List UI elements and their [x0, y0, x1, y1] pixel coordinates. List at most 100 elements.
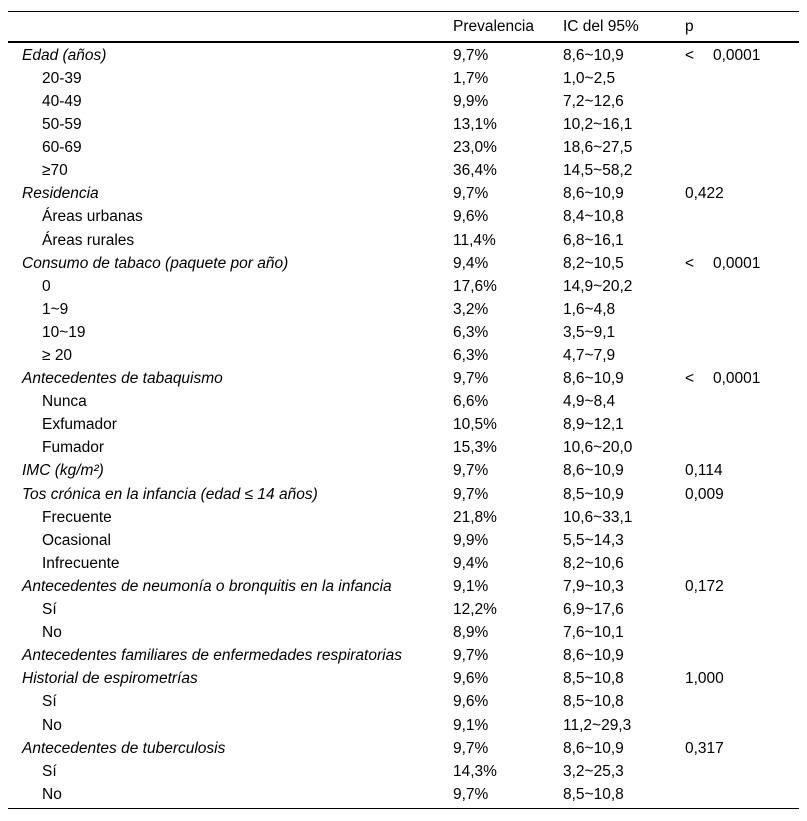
row-label: Sí: [42, 601, 57, 619]
row-label: Sí: [42, 693, 57, 711]
row-ic-value: 10,2~16,1: [563, 116, 633, 134]
row-p-value: 0,422: [685, 185, 724, 203]
p-number: 0,0001: [713, 370, 761, 388]
table-row: 1~9 3,2% 1,6~4,8: [8, 298, 799, 321]
table-row: Antecedentes de neumonía o bronquitis en…: [8, 575, 799, 598]
row-label: Infrecuente: [42, 554, 120, 572]
table-row: Antecedentes de tuberculosis 9,7% 8,6~10,9…: [8, 737, 799, 760]
row-label: No: [42, 624, 62, 642]
row-label: Residencia: [22, 185, 99, 203]
row-label: 0: [42, 277, 51, 295]
table-row: Edad (años) 9,7% 8,6~10,9 <0,0001: [8, 44, 799, 67]
table-row: Antecedentes familiares de enfermedades …: [8, 644, 799, 667]
row-ic-value: 4,9~8,4: [563, 393, 616, 411]
table-row: Ocasional 9,9% 5,5~14,3: [8, 529, 799, 552]
row-ic-value: 5,5~14,3: [563, 531, 624, 549]
row-prevalencia-value: 9,1%: [453, 716, 489, 734]
table-row: Tos crónica en la infancia (edad ≤ 14 añ…: [8, 483, 799, 506]
row-ic-value: 18,6~27,5: [563, 139, 633, 157]
row-p-value: 0,172: [685, 577, 724, 595]
row-prevalencia-value: 9,1%: [453, 577, 489, 595]
row-prevalencia-value: 9,6%: [453, 208, 489, 226]
p-number: 0,0001: [713, 46, 761, 64]
row-label: Áreas urbanas: [42, 208, 143, 226]
row-ic-value: 8,5~10,8: [563, 670, 624, 688]
row-p-value: 0,317: [685, 739, 724, 757]
row-prevalencia-value: 9,9%: [453, 531, 489, 549]
row-ic-value: 6,9~17,6: [563, 601, 624, 619]
table-row: Consumo de tabaco (paquete por año) 9,4% 8…: [8, 252, 799, 275]
row-label: Antecedentes de tabaquismo: [22, 370, 223, 388]
row-ic-value: 8,2~10,5: [563, 254, 624, 272]
row-label: ≥70: [42, 162, 68, 180]
table-row: 0 17,6% 14,9~20,2: [8, 275, 799, 298]
row-ic-value: 10,6~20,0: [563, 439, 633, 457]
table-row: Áreas urbanas 9,6% 8,4~10,8: [8, 206, 799, 229]
row-ic-value: 8,6~10,9: [563, 647, 624, 665]
row-label: 1~9: [42, 300, 69, 318]
row-label: Ocasional: [42, 531, 111, 549]
row-prevalencia-value: 9,6%: [453, 693, 489, 711]
row-ic-value: 7,9~10,3: [563, 577, 624, 595]
row-label: IMC (kg/m²): [22, 462, 104, 480]
row-label: Consumo de tabaco (paquete por año): [22, 254, 289, 272]
row-ic-value: 3,5~9,1: [563, 323, 616, 341]
row-ic-value: 8,6~10,9: [563, 462, 624, 480]
less-than-sign: <: [685, 254, 695, 272]
row-label: No: [42, 716, 62, 734]
row-ic-value: 8,6~10,9: [563, 185, 624, 203]
row-prevalencia-value: 9,6%: [453, 670, 489, 688]
row-label: Edad (años): [22, 46, 107, 64]
row-label: Antecedentes de neumonía o bronquitis en…: [22, 577, 392, 595]
row-label: Historial de espirometrías: [22, 670, 198, 688]
table-row: No 8,9% 7,6~10,1: [8, 621, 799, 644]
row-ic-value: 7,6~10,1: [563, 624, 624, 642]
table-row: 50-59 13,1% 10,2~16,1: [8, 113, 799, 136]
row-ic-value: 4,7~7,9: [563, 347, 616, 365]
row-prevalencia-value: 9,7%: [453, 739, 489, 757]
row-label: 20-39: [42, 69, 82, 87]
row-prevalencia-value: 9,9%: [453, 92, 489, 110]
row-ic-value: 14,5~58,2: [563, 162, 633, 180]
row-prevalencia-value: 13,1%: [453, 116, 497, 134]
table-row: 20-39 1,7% 1,0~2,5: [8, 67, 799, 90]
table-row: IMC (kg/m²) 9,7% 8,6~10,9 0,114: [8, 460, 799, 483]
table-row: Áreas rurales 11,4% 6,8~16,1: [8, 229, 799, 252]
row-label: Áreas rurales: [42, 231, 135, 249]
row-ic-value: 1,0~2,5: [563, 69, 616, 87]
row-prevalencia-value: 8,9%: [453, 624, 489, 642]
table-row: Infrecuente 9,4% 8,2~10,6: [8, 552, 799, 575]
row-p-value: 0,009: [685, 485, 724, 503]
row-ic-value: 8,2~10,6: [563, 554, 624, 572]
row-prevalencia-value: 9,7%: [453, 46, 489, 64]
header-prevalencia: Prevalencia: [453, 17, 534, 35]
row-prevalencia-value: 36,4%: [453, 162, 497, 180]
row-ic-value: 6,8~16,1: [563, 231, 624, 249]
row-label: ≥ 20: [42, 347, 73, 365]
row-prevalencia-value: 14,3%: [453, 762, 497, 780]
row-label: 60-69: [42, 139, 82, 157]
row-prevalencia-value: 17,6%: [453, 277, 497, 295]
less-than-sign: <: [685, 46, 695, 64]
row-ic-value: 8,5~10,8: [563, 693, 624, 711]
row-label: 40-49: [42, 92, 82, 110]
less-than-sign: <: [685, 370, 695, 388]
table-row: Sí 12,2% 6,9~17,6: [8, 598, 799, 621]
row-label: Sí: [42, 762, 57, 780]
row-label: Tos crónica en la infancia (edad ≤ 14 añ…: [22, 485, 318, 503]
row-ic-value: 8,6~10,9: [563, 739, 624, 757]
row-p-value: <0,0001: [685, 254, 799, 272]
row-prevalencia-value: 3,2%: [453, 300, 489, 318]
row-prevalencia-value: 23,0%: [453, 139, 497, 157]
row-ic-value: 1,6~4,8: [563, 300, 616, 318]
row-label: Fumador: [42, 439, 105, 457]
table-row: Exfumador 10,5% 8,9~12,1: [8, 414, 799, 437]
row-prevalencia-value: 9,7%: [453, 185, 489, 203]
row-prevalencia-value: 12,2%: [453, 601, 497, 619]
row-prevalencia-value: 11,4%: [453, 231, 496, 249]
row-prevalencia-value: 6,3%: [453, 347, 489, 365]
row-prevalencia-value: 9,7%: [453, 462, 489, 480]
row-prevalencia-value: 21,8%: [453, 508, 497, 526]
row-ic-value: 7,2~12,6: [563, 92, 624, 110]
